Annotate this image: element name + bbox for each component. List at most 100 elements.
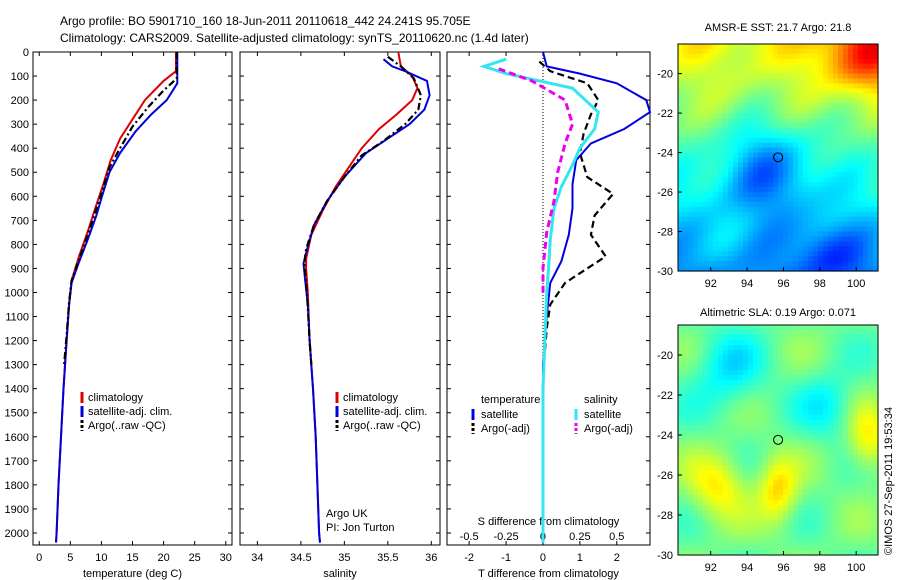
heatmap-cell <box>873 147 879 154</box>
heatmap-cell <box>873 226 879 233</box>
heatmap-cell <box>763 340 769 346</box>
heatmap-cell <box>838 435 844 441</box>
heatmap-cell <box>703 231 709 238</box>
heatmap-cell <box>778 370 784 376</box>
heatmap-cell <box>763 465 769 471</box>
heatmap-cell <box>778 196 784 203</box>
heatmap-cell <box>808 395 814 401</box>
heatmap-cell <box>808 435 814 441</box>
heatmap-cell <box>708 335 714 341</box>
heatmap-cell <box>813 510 819 516</box>
heatmap-cell <box>813 495 819 501</box>
heatmap-cell <box>723 122 729 129</box>
heatmap-cell <box>728 370 734 376</box>
heatmap-cell <box>783 162 789 168</box>
heatmap-cell <box>758 380 764 386</box>
heatmap-cell <box>788 380 794 386</box>
heatmap-cell <box>843 122 849 129</box>
heatmap-cell <box>713 370 719 376</box>
heatmap-cell <box>858 122 864 129</box>
heatmap-cell <box>833 221 839 228</box>
heatmap-cell <box>863 350 869 356</box>
heatmap-cell <box>828 545 834 551</box>
heatmap-cell <box>753 78 759 85</box>
heatmap-cell <box>723 435 729 441</box>
heatmap-cell <box>693 435 699 441</box>
heatmap-cell <box>828 44 834 50</box>
heatmap-cell <box>748 360 754 366</box>
heatmap-cell <box>743 167 749 173</box>
heatmap-cell <box>743 216 749 223</box>
heatmap-cell <box>748 216 754 223</box>
heatmap-cell <box>708 330 714 336</box>
heatmap-cell <box>863 380 869 386</box>
heatmap-cell <box>713 261 719 267</box>
heatmap-cell <box>793 127 799 134</box>
heatmap-cell <box>793 355 799 361</box>
heatmap-cell <box>758 405 764 411</box>
heatmap-cell <box>708 470 714 476</box>
heatmap-cell <box>733 430 739 436</box>
heatmap-cell <box>718 510 724 516</box>
y-tick-label: 0 <box>23 47 29 59</box>
heatmap-cell <box>738 48 744 55</box>
legend-label: Argo(-adj) <box>584 423 633 435</box>
heatmap-cell <box>723 365 729 371</box>
map-y-tick-label: -28 <box>657 227 673 239</box>
heatmap-cell <box>693 68 699 75</box>
heatmap-cell <box>708 360 714 366</box>
heatmap-cell <box>788 515 794 521</box>
heatmap-cell <box>868 535 874 541</box>
heatmap-cell <box>713 535 719 541</box>
heatmap-cell <box>823 530 829 536</box>
heatmap-cell <box>688 73 694 80</box>
heatmap-cell <box>803 325 809 331</box>
heatmap-cell <box>828 455 834 461</box>
heatmap-cell <box>793 172 799 178</box>
heatmap-cell <box>823 325 829 331</box>
heatmap-cell <box>703 142 709 149</box>
heatmap-cell <box>688 360 694 366</box>
heatmap-cell <box>788 535 794 541</box>
heatmap-cell <box>773 261 779 267</box>
heatmap-cell <box>788 231 794 238</box>
heatmap-cell <box>853 430 859 436</box>
heatmap-cell <box>838 360 844 366</box>
heatmap-cell <box>868 266 874 272</box>
heatmap-cell <box>703 360 709 366</box>
heatmap-cell <box>723 510 729 516</box>
heatmap-cell <box>838 415 844 421</box>
heatmap-cell <box>868 525 874 531</box>
heatmap-cell <box>823 201 829 208</box>
heatmap-cell <box>743 142 749 149</box>
heatmap-cell <box>793 425 799 431</box>
map-y-tick-label: -20 <box>657 69 673 81</box>
heatmap-cell <box>833 430 839 436</box>
x-tick-label: 35 <box>338 552 350 564</box>
x-tick-label: 20 <box>157 552 169 564</box>
heatmap-cell <box>678 127 684 134</box>
heatmap-cell <box>818 196 824 203</box>
heatmap-cell <box>688 355 694 361</box>
heatmap-cell <box>698 415 704 421</box>
heatmap-cell <box>763 172 769 178</box>
heatmap-cell <box>863 465 869 471</box>
heatmap-cell <box>693 330 699 336</box>
heatmap-cell <box>803 221 809 228</box>
heatmap-cell <box>688 187 694 193</box>
heatmap-cell <box>703 152 709 159</box>
heatmap-cell <box>868 460 874 466</box>
heatmap-cell <box>773 73 779 80</box>
heatmap-cell <box>863 231 869 238</box>
heatmap-cell <box>678 515 684 521</box>
heatmap-cell <box>818 221 824 228</box>
heatmap-cell <box>733 395 739 401</box>
heatmap-cell <box>753 425 759 431</box>
heatmap-cell <box>748 127 754 134</box>
heatmap-cell <box>758 340 764 346</box>
heatmap-cell <box>688 455 694 461</box>
heatmap-cell <box>863 420 869 426</box>
heatmap-cell <box>808 465 814 471</box>
map-title: Altimetric SLA: 0.19 Argo: 0.071 <box>700 307 856 319</box>
heatmap-cell <box>748 380 754 386</box>
